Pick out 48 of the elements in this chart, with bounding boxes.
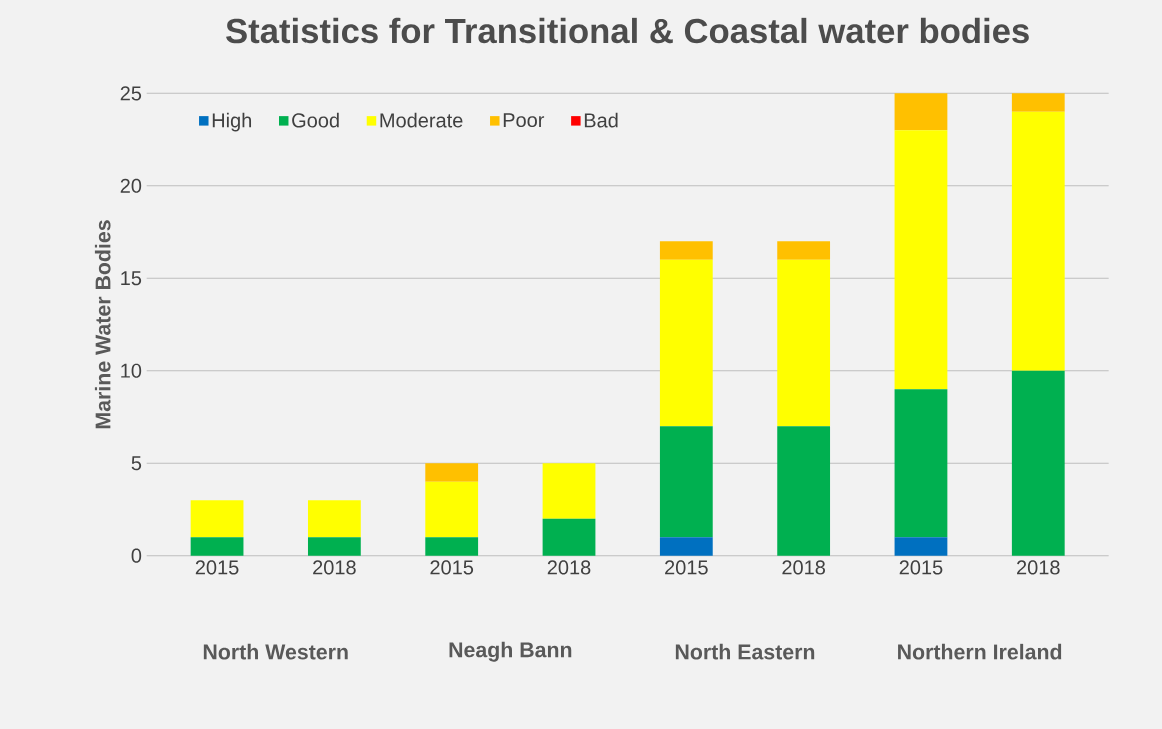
- bar: [190, 500, 244, 538]
- bar: [307, 537, 361, 556]
- legend-label: Moderate: [380, 112, 463, 128]
- text: Northern Ireland: [898, 643, 1062, 660]
- x-tick-label: 2015: [195, 560, 239, 575]
- bar: [425, 537, 479, 556]
- bar: [894, 537, 948, 556]
- bar: [659, 537, 713, 556]
- x-tick-label: 2015: [899, 560, 943, 575]
- y-tick-label: 5: [131, 456, 142, 471]
- legend-label: Good: [292, 112, 339, 128]
- bar: [1011, 370, 1065, 556]
- bar: [425, 463, 479, 482]
- bar: [894, 389, 948, 538]
- x-tick-label: 2018: [782, 560, 826, 575]
- bar: [777, 426, 831, 556]
- chart-title: Statistics for Transitional & Coastal water bodies: [226, 17, 1029, 44]
- text: Neagh Bann: [449, 641, 572, 662]
- x-tick-label: 2018: [1017, 560, 1060, 575]
- bar: [894, 93, 948, 131]
- legend-label: Bad: [584, 112, 618, 128]
- y-tick-label: 0: [131, 548, 142, 563]
- x-tick-label: 2015: [430, 560, 474, 575]
- y-tick-label: 25: [120, 86, 142, 101]
- x-tick-label: 2018: [313, 560, 356, 575]
- x-tick-label: 2018: [547, 560, 591, 575]
- bar: [425, 481, 479, 538]
- bar: [1011, 111, 1065, 371]
- bar: [190, 537, 244, 556]
- bar: [307, 500, 361, 538]
- bar: [777, 241, 831, 260]
- text: North Eastern: [675, 643, 815, 660]
- y-tick-label: 15: [121, 271, 142, 286]
- x-tick-label: 2015: [665, 560, 708, 575]
- text: North Western: [203, 643, 348, 660]
- bar: [659, 426, 713, 538]
- legend-label: Poor: [503, 113, 545, 128]
- bar: [777, 259, 831, 427]
- bar: [1011, 93, 1065, 112]
- y-tick-label: 10: [121, 363, 142, 378]
- bar: [659, 241, 713, 260]
- bar: [542, 463, 596, 519]
- bar: [659, 259, 713, 427]
- bar: [894, 130, 948, 390]
- legend-label: High: [212, 112, 252, 132]
- y-tick-label: 20: [120, 178, 142, 193]
- y-axis-title: Marine Water Bodies: [94, 220, 111, 429]
- bar: [542, 518, 596, 556]
